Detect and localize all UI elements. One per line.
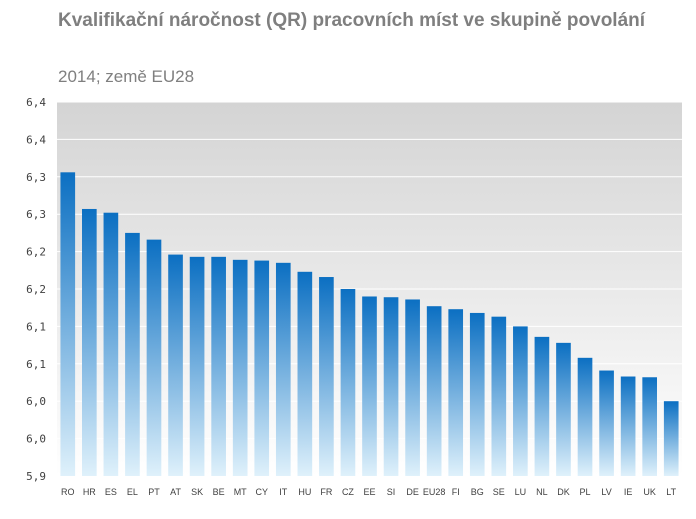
- x-tick-label: SI: [387, 487, 396, 497]
- x-tick-label: LT: [666, 487, 676, 497]
- x-tick-label: RO: [61, 487, 75, 497]
- y-tick-label: 6,4: [26, 133, 46, 146]
- chart-subtitle: 2014; země EU28: [58, 67, 195, 86]
- bar-hr: [82, 208, 97, 477]
- bar-lv: [599, 370, 614, 476]
- x-tick-label: BG: [471, 487, 484, 497]
- bar-be: [211, 256, 226, 476]
- bar-sk: [189, 256, 205, 476]
- x-tick-label: DK: [557, 487, 570, 497]
- bar-cz: [340, 289, 356, 476]
- bar-ro: [60, 172, 76, 476]
- x-tick-label: SK: [191, 487, 203, 497]
- bar-lt: [663, 401, 679, 476]
- bar-fi: [448, 309, 464, 476]
- bar-es: [103, 212, 119, 477]
- x-tick-label: LU: [515, 487, 527, 497]
- bar-fr: [319, 277, 334, 476]
- x-tick-label: CZ: [342, 487, 354, 497]
- x-tick-label: IT: [279, 487, 288, 497]
- y-tick-label: 6,0: [26, 395, 46, 408]
- bar-si: [383, 297, 399, 476]
- x-tick-label: DE: [406, 487, 419, 497]
- bar-se: [491, 316, 507, 476]
- x-tick-label: UK: [643, 487, 656, 497]
- x-tick-label: ES: [105, 487, 117, 497]
- bar-dk: [556, 342, 571, 476]
- x-tick-label: IE: [624, 487, 633, 497]
- x-tick-label: SE: [493, 487, 505, 497]
- bar-uk: [642, 377, 657, 476]
- x-tick-label: FR: [320, 487, 332, 497]
- bar-eu28: [426, 306, 442, 476]
- y-tick-label: 6,0: [26, 433, 46, 446]
- bars: [60, 172, 679, 477]
- bar-nl: [534, 336, 550, 476]
- x-axis: RO HR ES EL PT AT SK BE MT CY IT HU FR CZ EE SI DE EU28 FI…: [61, 487, 677, 497]
- bar-ie: [620, 376, 636, 476]
- bar-lu: [513, 326, 528, 476]
- x-tick-label: EU28: [423, 487, 446, 497]
- bar-mt: [232, 259, 248, 476]
- x-tick-label: HU: [298, 487, 311, 497]
- y-tick-label: 6,3: [26, 208, 46, 221]
- x-tick-label: NL: [536, 487, 548, 497]
- x-tick-label: EE: [363, 487, 375, 497]
- y-tick-label: 5,9: [26, 470, 46, 483]
- x-tick-label: EL: [127, 487, 138, 497]
- x-tick-label: CY: [255, 487, 268, 497]
- bar-pt: [146, 239, 162, 476]
- y-tick-label: 6,2: [26, 246, 46, 259]
- y-tick-label: 6,4: [26, 96, 46, 109]
- y-tick-label: 6,1: [26, 320, 46, 333]
- bar-ee: [362, 296, 377, 476]
- bar-hu: [297, 271, 313, 476]
- y-tick-label: 6,1: [26, 358, 46, 371]
- bar-cy: [254, 260, 270, 476]
- bar-de: [405, 299, 420, 476]
- x-tick-label: LV: [601, 487, 611, 497]
- x-tick-label: BE: [213, 487, 225, 497]
- y-tick-label: 6,2: [26, 283, 46, 296]
- x-tick-label: MT: [234, 487, 247, 497]
- x-tick-label: FI: [452, 487, 460, 497]
- bar-bg: [469, 312, 485, 476]
- bar-at: [168, 254, 183, 476]
- chart-title: Kvalifikační náročnost (QR) pracovních m…: [58, 10, 646, 31]
- bar-pl: [577, 357, 593, 476]
- y-tick-label: 6,3: [26, 171, 46, 184]
- x-tick-label: HR: [83, 487, 96, 497]
- x-tick-label: PL: [580, 487, 591, 497]
- x-tick-label: AT: [170, 487, 181, 497]
- bar-el: [125, 232, 140, 476]
- y-axis: 5,9 6,0 6,0 6,1 6,1 6,2 6,2 6,3 6,3 6,4 6,4: [26, 96, 46, 483]
- x-tick-label: PT: [148, 487, 160, 497]
- bar-it: [275, 262, 291, 476]
